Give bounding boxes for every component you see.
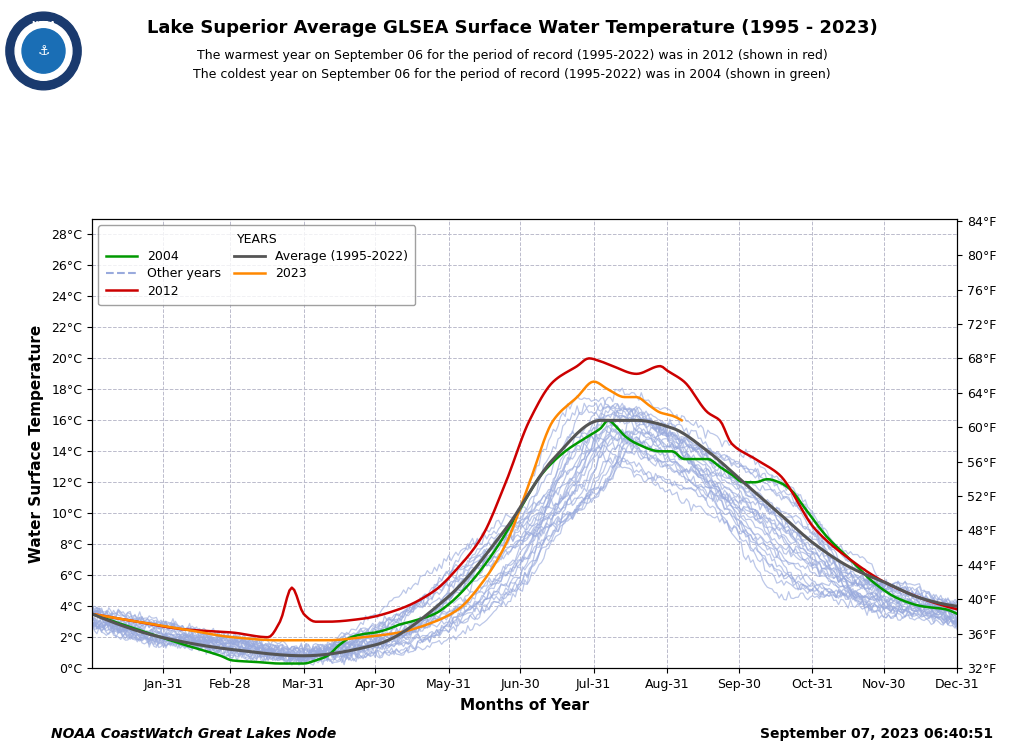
Text: Lake Superior Average GLSEA Surface Water Temperature (1995 - 2023): Lake Superior Average GLSEA Surface Wate…	[146, 19, 878, 37]
Y-axis label: Water Surface Temperature: Water Surface Temperature	[30, 325, 44, 562]
X-axis label: Months of Year: Months of Year	[460, 698, 590, 713]
Circle shape	[15, 22, 72, 80]
Text: September 07, 2023 06:40:51: September 07, 2023 06:40:51	[760, 727, 993, 741]
Legend: 2004, Other years, 2012, Average (1995-2022), 2023: 2004, Other years, 2012, Average (1995-2…	[98, 225, 416, 305]
Text: NOAA: NOAA	[32, 21, 55, 30]
Text: NOAA CoastWatch Great Lakes Node: NOAA CoastWatch Great Lakes Node	[51, 727, 337, 741]
Text: The coldest year on September 06 for the period of record (1995-2022) was in 200: The coldest year on September 06 for the…	[194, 68, 830, 81]
Text: The warmest year on September 06 for the period of record (1995-2022) was in 201: The warmest year on September 06 for the…	[197, 49, 827, 62]
Text: ⚓: ⚓	[37, 44, 50, 58]
Circle shape	[22, 29, 66, 73]
Circle shape	[6, 12, 81, 90]
